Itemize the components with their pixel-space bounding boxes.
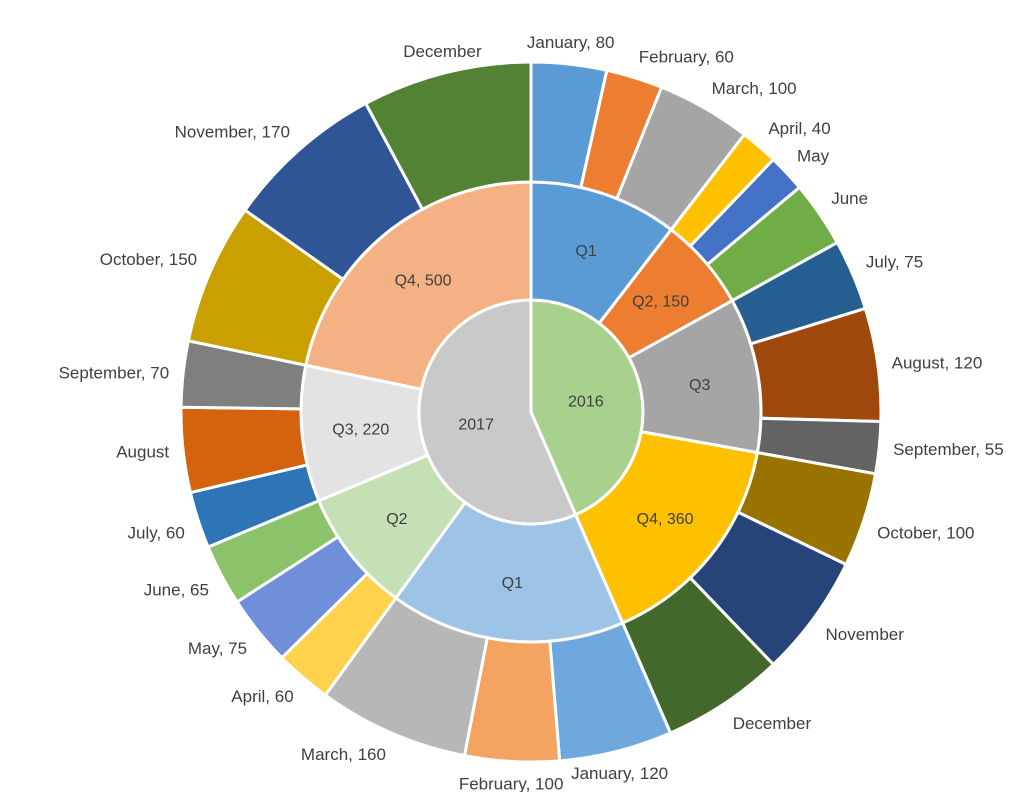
month-label-2016-november: November	[825, 625, 904, 644]
month-label-2017-december: December	[403, 42, 482, 61]
month-label-2017-november: November, 170	[175, 122, 290, 141]
month-label-2017-june: June, 65	[144, 581, 209, 600]
month-label-2016-january: January, 80	[527, 33, 615, 52]
month-label-2017-september: September, 70	[59, 363, 170, 382]
month-ring	[179, 60, 883, 764]
year-label-2017: 2017	[458, 416, 494, 433]
month-label-2016-march: March, 100	[712, 79, 797, 98]
quarter-label-2016-q4: Q4, 360	[637, 511, 694, 528]
quarter-label-2016-q1: Q1	[575, 243, 596, 260]
month-label-2016-august: August, 120	[892, 353, 983, 372]
month-label-2016-october: October, 100	[877, 523, 974, 542]
month-label-2017-march: March, 160	[301, 745, 386, 764]
month-label-2017-january: January, 120	[571, 764, 668, 783]
month-label-2017-april: April, 60	[231, 687, 293, 706]
quarter-label-2016-q2: Q2, 150	[632, 294, 689, 311]
year-label-2016: 2016	[568, 394, 604, 411]
month-label-2016-december: December	[733, 714, 812, 733]
month-label-2017-october: October, 150	[100, 250, 197, 269]
quarter-label-2017-q4: Q4, 500	[395, 272, 452, 289]
month-label-2016-february: February, 60	[639, 47, 734, 66]
month-label-2017-may: May, 75	[188, 639, 247, 658]
month-labels: January, 80 February, 60 March, 100 April, …	[59, 33, 1004, 792]
inner-labels: 2016 Q1 Q2, 150 Q3 Q4, 360 2017 Q1 Q2 Q3, 220 Q4,…	[332, 243, 710, 592]
month-label-2017-july: July, 60	[127, 523, 184, 542]
month-segment-2017-december	[363, 60, 533, 212]
quarter-label-2016-q3: Q3	[689, 377, 710, 394]
quarter-label-2017-q3: Q3, 220	[332, 421, 389, 438]
month-label-2016-may: May	[797, 147, 830, 166]
month-label-2017-february: February, 100	[459, 774, 564, 792]
quarter-label-2017-q1: Q1	[502, 575, 523, 592]
month-label-2016-june: June	[831, 189, 868, 208]
month-label-2017-august: August	[116, 443, 169, 462]
month-label-2016-april: April, 40	[768, 119, 830, 138]
month-label-2016-july: July, 75	[866, 252, 923, 271]
quarter-label-2017-q2: Q2	[386, 511, 407, 528]
month-label-2016-september: September, 55	[893, 440, 1004, 459]
